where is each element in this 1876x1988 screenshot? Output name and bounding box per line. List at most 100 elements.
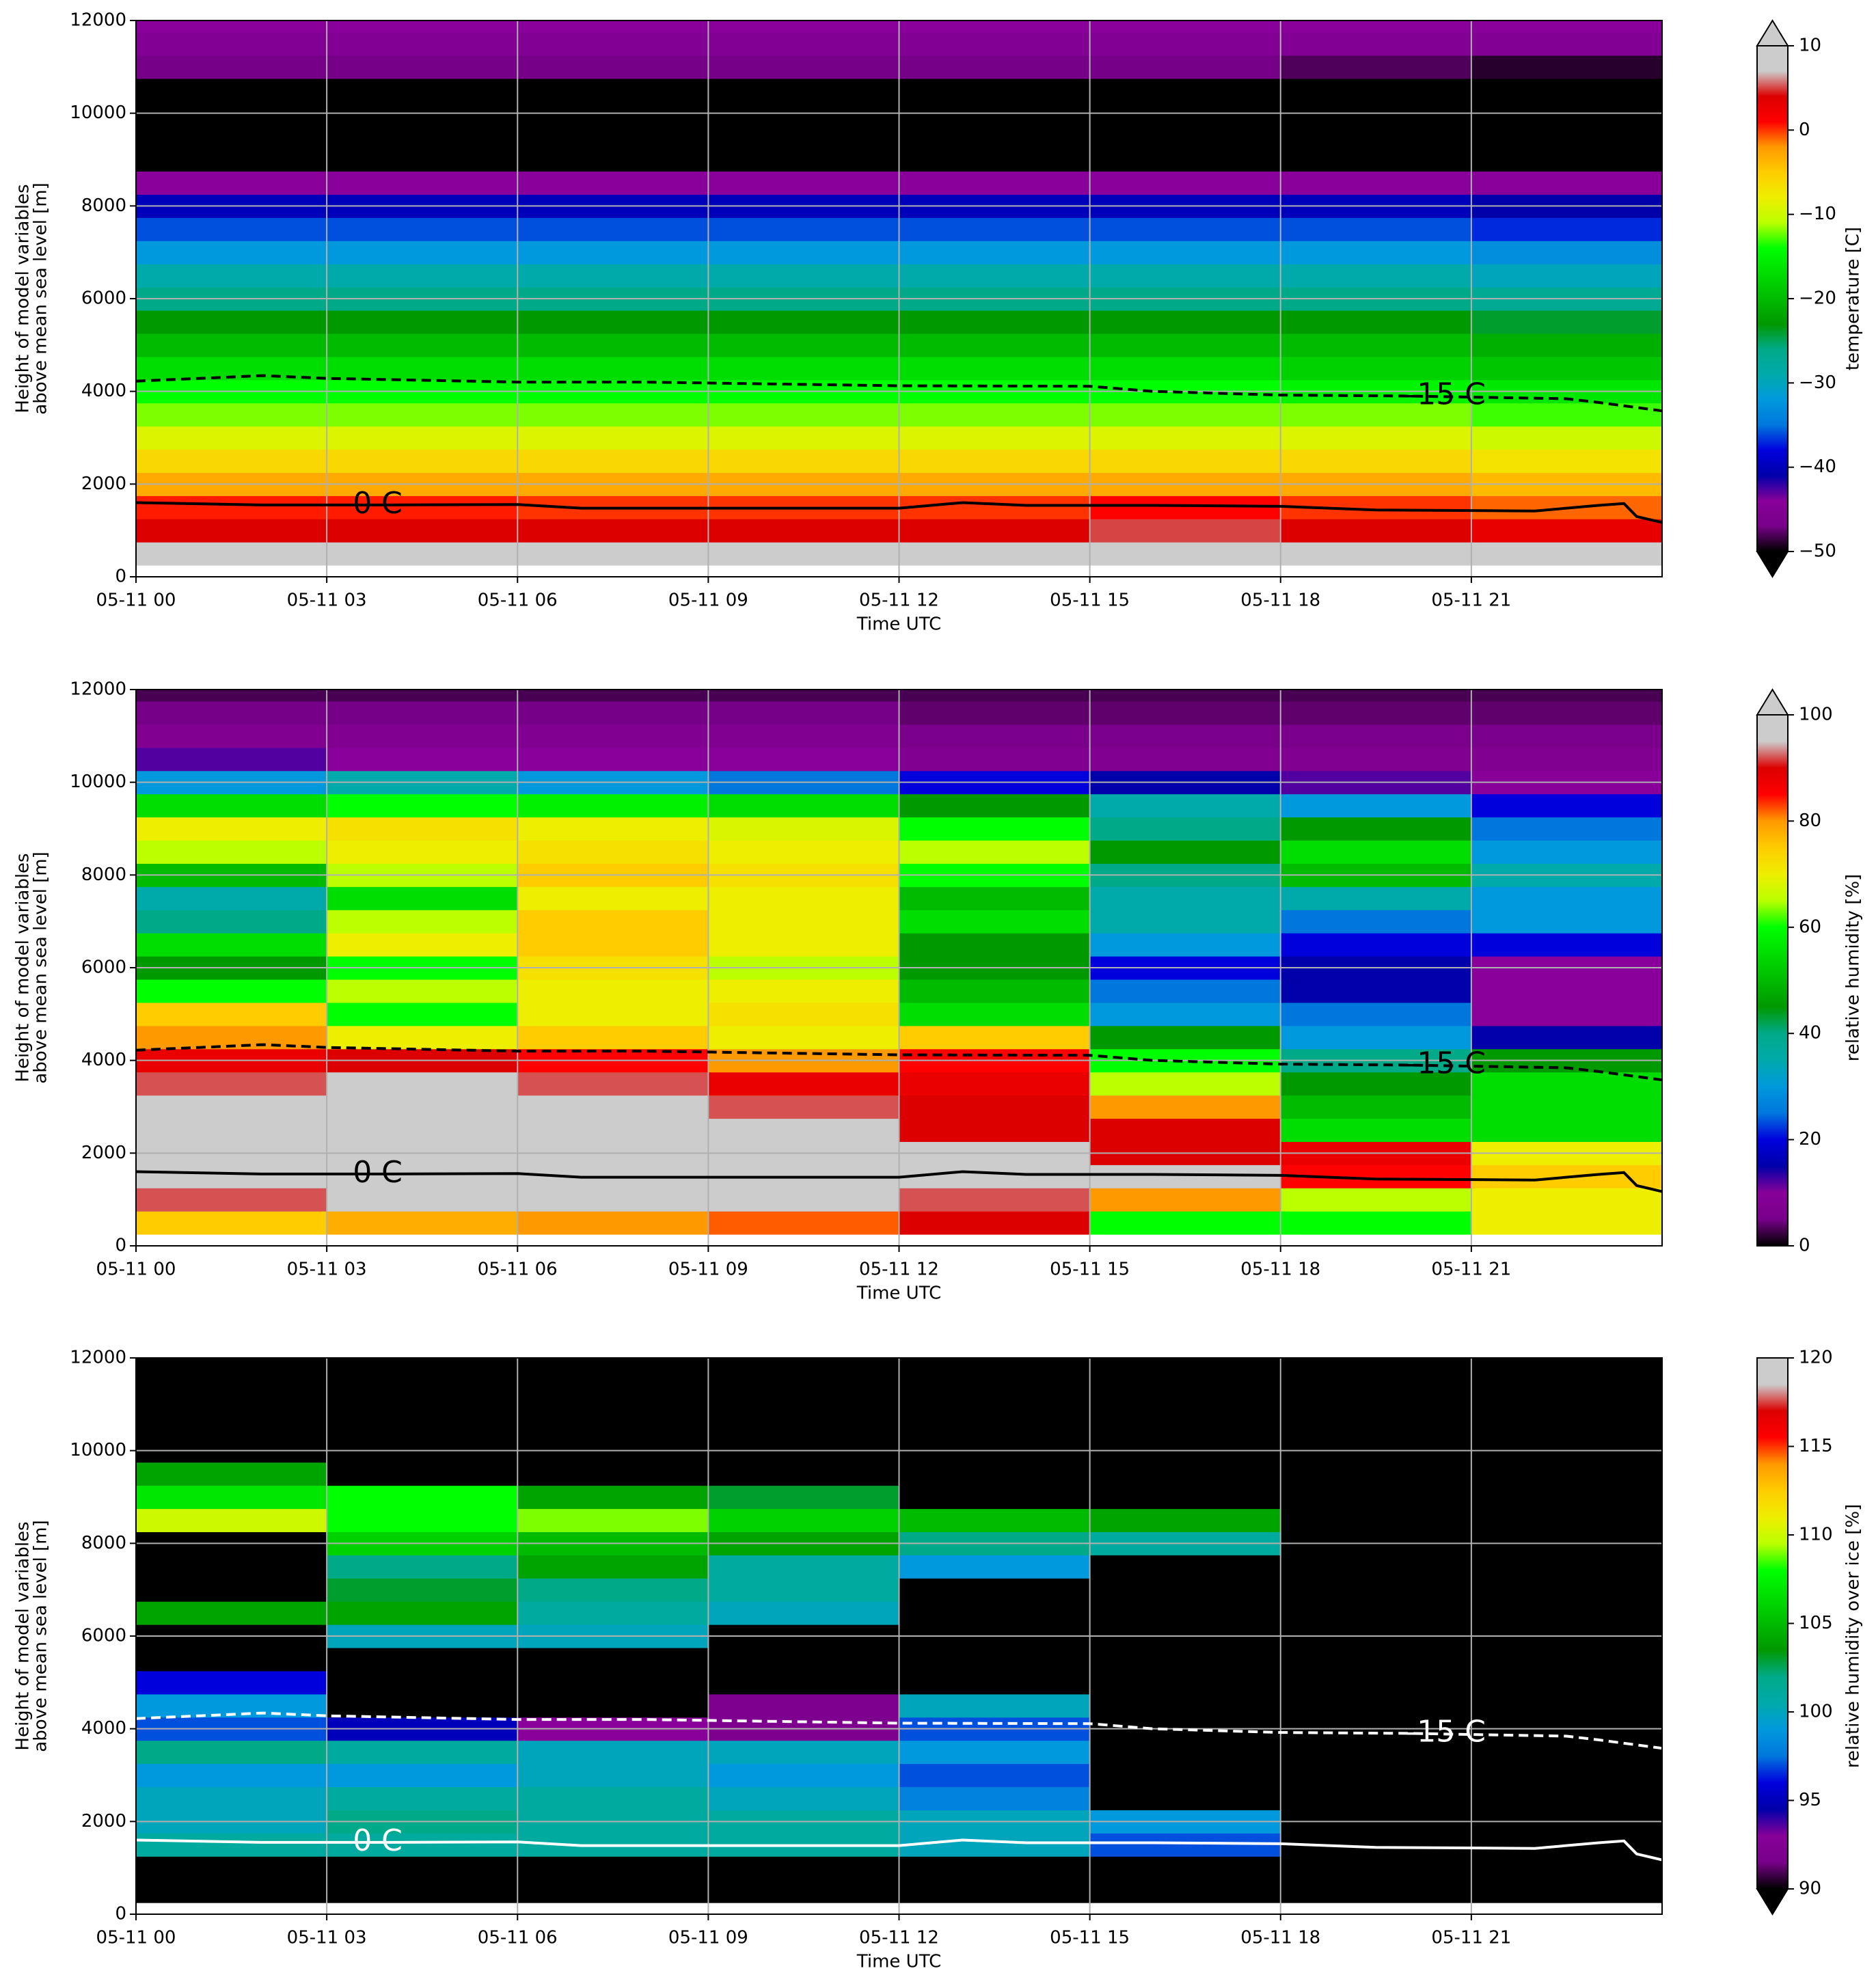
heatmap-cell bbox=[517, 1025, 709, 1050]
heatmap-cell bbox=[1280, 1601, 1472, 1625]
heatmap-cell bbox=[136, 817, 327, 841]
heatmap-cell bbox=[1280, 78, 1472, 103]
heatmap-cell bbox=[899, 1485, 1091, 1510]
heatmap-cell bbox=[1089, 1856, 1281, 1880]
heatmap-cell bbox=[708, 449, 900, 473]
heatmap-cell bbox=[708, 1025, 900, 1050]
heatmap-cell bbox=[327, 1578, 518, 1602]
heatmap-cell bbox=[136, 1415, 327, 1440]
heatmap-cell bbox=[1280, 1118, 1472, 1142]
x-tick-label: 05-11 03 bbox=[287, 1928, 367, 1948]
heatmap-cell bbox=[1471, 171, 1663, 195]
y-tick-label: 12000 bbox=[70, 679, 126, 700]
heatmap-cell bbox=[136, 1601, 327, 1625]
y-tick-label: 12000 bbox=[70, 10, 126, 31]
heatmap-cell bbox=[899, 171, 1091, 195]
heatmap-cell bbox=[327, 1786, 518, 1810]
heatmap-cell bbox=[1089, 979, 1281, 1003]
heatmap-cell bbox=[899, 747, 1091, 772]
heatmap-cell bbox=[517, 217, 709, 241]
heatmap-cell bbox=[899, 1833, 1091, 1857]
heatmap-cell bbox=[708, 1879, 900, 1903]
y-tick-label: 6000 bbox=[81, 957, 126, 978]
heatmap-cell bbox=[708, 1555, 900, 1579]
heatmap-cell bbox=[136, 310, 327, 334]
heatmap-cell bbox=[1089, 55, 1281, 79]
heatmap-cell bbox=[1471, 747, 1663, 772]
y-tick-label: 4000 bbox=[81, 1050, 126, 1070]
heatmap-cell bbox=[136, 1856, 327, 1880]
heatmap-cell bbox=[899, 426, 1091, 450]
x-tick-label: 05-11 03 bbox=[287, 1259, 367, 1280]
heatmap-cell bbox=[1471, 690, 1663, 702]
plot-frame bbox=[135, 689, 1663, 1247]
colorbar-tick-label: −10 bbox=[1799, 204, 1836, 224]
heatmap-cell bbox=[1280, 1415, 1472, 1440]
heatmap-cell bbox=[708, 31, 900, 56]
heatmap-cell bbox=[136, 840, 327, 864]
y-tick-label: 10000 bbox=[70, 103, 126, 123]
heatmap-cell bbox=[1280, 519, 1472, 543]
heatmap-cell bbox=[1089, 241, 1281, 264]
heatmap-cell bbox=[327, 264, 518, 288]
colorbar-tick-label: 110 bbox=[1799, 1525, 1833, 1545]
heatmap-cell bbox=[708, 1578, 900, 1602]
heatmap-cell bbox=[517, 700, 709, 725]
heatmap-cell bbox=[327, 217, 518, 241]
heatmap-cell bbox=[899, 886, 1091, 910]
colorbar-tick-label: 90 bbox=[1799, 1879, 1821, 1899]
heatmap-cell bbox=[1089, 519, 1281, 543]
heatmap-cell bbox=[327, 1025, 518, 1050]
colorbar-tick-label: 0 bbox=[1799, 120, 1810, 140]
heatmap-cell bbox=[1089, 1025, 1281, 1050]
heatmap-cell bbox=[327, 519, 518, 543]
heatmap-cell bbox=[1280, 31, 1472, 56]
heatmap-cell bbox=[136, 1095, 327, 1119]
heatmap-cell bbox=[1471, 426, 1663, 450]
heatmap-cell bbox=[1471, 793, 1663, 818]
heatmap-cell bbox=[1471, 1786, 1663, 1810]
heatmap-cell bbox=[327, 793, 518, 818]
heatmap-cell bbox=[1280, 310, 1472, 334]
colorbar-label: temperature [C] bbox=[1843, 227, 1864, 370]
heatmap-cell bbox=[1089, 1601, 1281, 1625]
colorbar-tick-label: 120 bbox=[1799, 1348, 1833, 1368]
colorbar-label: relative humidity [%] bbox=[1843, 874, 1864, 1061]
x-tick-label: 05-11 18 bbox=[1240, 590, 1320, 611]
heatmap-cell bbox=[517, 1369, 709, 1393]
heatmap-cell bbox=[136, 333, 327, 357]
heatmap-cell bbox=[899, 542, 1091, 566]
heatmap-cell bbox=[136, 519, 327, 543]
heatmap-cell bbox=[1280, 21, 1472, 33]
colorbar-tick-label: 95 bbox=[1799, 1790, 1821, 1810]
heatmap-cell bbox=[1280, 124, 1472, 149]
heatmap-cell bbox=[517, 241, 709, 264]
heatmap-cell bbox=[517, 1578, 709, 1602]
y-axis-label: above mean sea level [m] bbox=[31, 182, 51, 414]
heatmap-cell bbox=[136, 1392, 327, 1417]
contour-line bbox=[135, 1170, 1663, 1193]
heatmap-cell bbox=[1471, 31, 1663, 56]
heatmap-cell bbox=[899, 1369, 1091, 1393]
heatmap-cell bbox=[1280, 426, 1472, 450]
heatmap-cell bbox=[708, 356, 900, 381]
heatmap-cell bbox=[517, 1095, 709, 1119]
heatmap-cell bbox=[1471, 886, 1663, 910]
heatmap-cell bbox=[517, 979, 709, 1003]
heatmap-cell bbox=[517, 1555, 709, 1579]
x-tick-label: 05-11 12 bbox=[859, 590, 939, 611]
y-tick-label: 0 bbox=[115, 1904, 126, 1924]
heatmap-cell bbox=[899, 1508, 1091, 1532]
heatmap-cell bbox=[327, 31, 518, 56]
heatmap-cell bbox=[136, 724, 327, 748]
heatmap-cell bbox=[1280, 1095, 1472, 1119]
heatmap-cell bbox=[517, 310, 709, 334]
heatmap-cell bbox=[1089, 817, 1281, 841]
heatmap-cell bbox=[136, 1833, 327, 1857]
colorbar-tick-label: 10 bbox=[1799, 36, 1821, 56]
heatmap-cell bbox=[327, 933, 518, 957]
heatmap-cell bbox=[899, 1786, 1091, 1810]
heatmap-cell bbox=[327, 1647, 518, 1672]
heatmap-cell bbox=[327, 1415, 518, 1440]
heatmap-cell bbox=[1089, 1693, 1281, 1718]
